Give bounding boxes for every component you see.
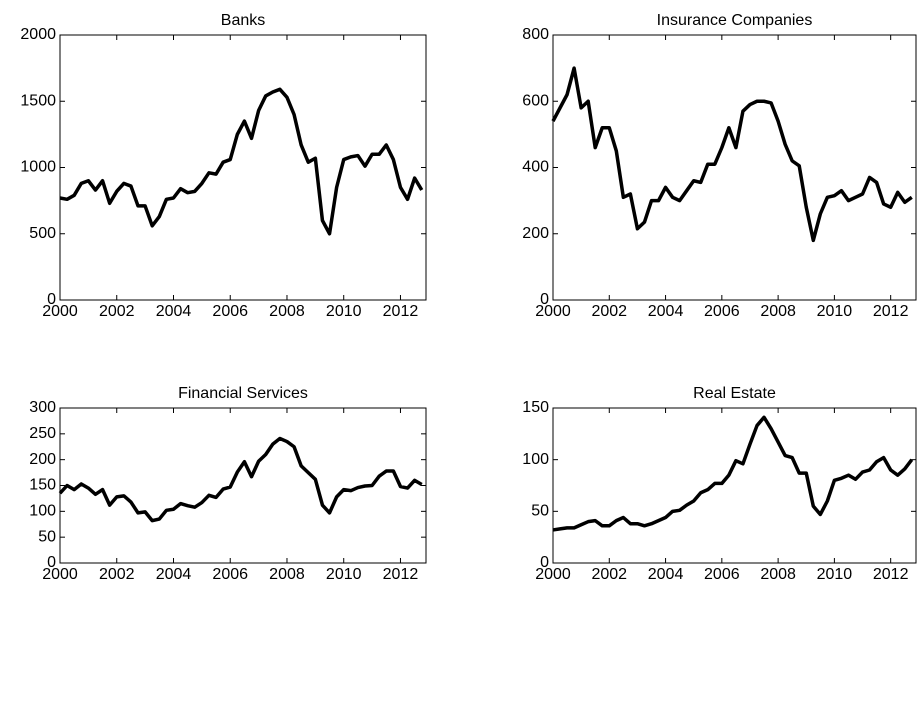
x-tick-label: 2006 xyxy=(704,566,740,583)
x-tick-label: 2008 xyxy=(760,566,796,583)
y-tick-label: 100 xyxy=(29,503,56,520)
data-line xyxy=(551,66,913,243)
y-tick-label: 400 xyxy=(522,159,549,176)
y-tick-label: 0 xyxy=(540,291,549,308)
x-tick-label: 2012 xyxy=(873,303,909,320)
x-tick-label: 2010 xyxy=(817,566,853,583)
x-tick-label: 2012 xyxy=(873,566,909,583)
plot-frame xyxy=(552,407,917,564)
x-tick-label: 2000 xyxy=(535,303,571,320)
y-tick-label: 200 xyxy=(29,451,56,468)
y-tick-label: 50 xyxy=(531,503,549,520)
x-tick-label: 2008 xyxy=(269,566,305,583)
x-tick-label: 2000 xyxy=(535,566,571,583)
chart-title: Real Estate xyxy=(693,385,776,402)
x-tick-label: 2004 xyxy=(156,303,192,320)
y-tick-label: 50 xyxy=(38,528,56,545)
x-tick-label: 2006 xyxy=(212,303,248,320)
x-tick-label: 2010 xyxy=(326,303,362,320)
x-tick-label: 2012 xyxy=(383,566,419,583)
x-tick-label: 2008 xyxy=(269,303,305,320)
x-tick-label: 2006 xyxy=(212,566,248,583)
y-tick-label: 150 xyxy=(29,477,56,494)
data-line xyxy=(58,436,423,523)
y-tick-label: 800 xyxy=(522,26,549,43)
data-line xyxy=(59,87,424,236)
y-tick-label: 200 xyxy=(522,225,549,242)
plot-frame xyxy=(552,34,917,301)
y-tick-label: 250 xyxy=(29,425,56,442)
chart-title: Banks xyxy=(221,12,265,29)
data-line xyxy=(552,415,914,532)
x-tick-label: 2002 xyxy=(591,566,627,583)
x-tick-label: 2002 xyxy=(99,303,135,320)
x-tick-label: 2004 xyxy=(648,566,684,583)
y-tick-label: 0 xyxy=(47,291,56,308)
x-tick-label: 2010 xyxy=(817,303,853,320)
x-tick-label: 2000 xyxy=(42,566,78,583)
y-tick-label: 600 xyxy=(522,92,549,109)
x-tick-label: 2004 xyxy=(156,566,192,583)
y-tick-label: 1000 xyxy=(20,159,56,176)
x-tick-label: 2002 xyxy=(591,303,627,320)
x-tick-label: 2012 xyxy=(383,303,419,320)
x-tick-label: 2002 xyxy=(99,566,135,583)
x-tick-label: 2000 xyxy=(42,303,78,320)
y-tick-label: 2000 xyxy=(20,26,56,43)
y-tick-label: 100 xyxy=(522,451,549,468)
y-tick-label: 500 xyxy=(29,225,56,242)
x-tick-label: 2010 xyxy=(326,566,362,583)
y-tick-label: 150 xyxy=(522,399,549,416)
y-tick-label: 1500 xyxy=(20,92,56,109)
chart-title: Insurance Companies xyxy=(657,12,813,29)
plot-frame xyxy=(59,34,427,301)
x-tick-label: 2004 xyxy=(648,303,684,320)
y-tick-label: 0 xyxy=(47,554,56,571)
chart-title: Financial Services xyxy=(178,385,308,402)
x-tick-label: 2006 xyxy=(704,303,740,320)
x-tick-label: 2008 xyxy=(760,303,796,320)
y-tick-label: 0 xyxy=(540,554,549,571)
y-tick-label: 300 xyxy=(29,399,56,416)
